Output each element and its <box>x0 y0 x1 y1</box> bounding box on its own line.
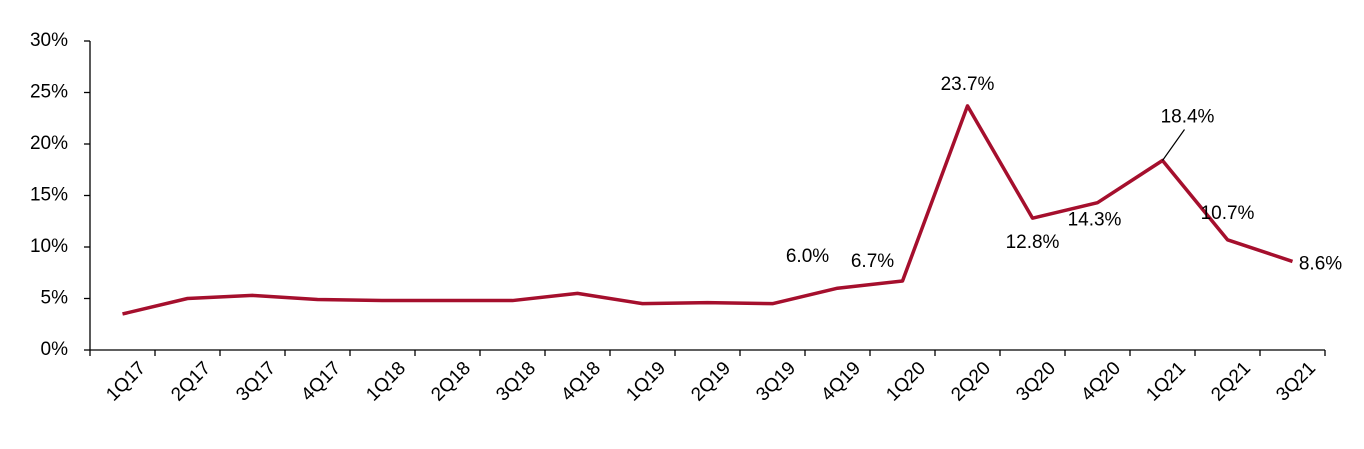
y-tick-label: 30% <box>30 30 68 51</box>
y-tick-label: 5% <box>41 288 69 309</box>
y-tick-label: 20% <box>30 133 68 154</box>
x-tick-label: 1Q21 <box>1142 358 1190 406</box>
y-tick-label: 15% <box>30 185 68 206</box>
x-tick-label: 3Q18 <box>492 358 540 406</box>
x-tick-label: 4Q17 <box>297 358 345 406</box>
x-tick-label: 3Q17 <box>232 358 280 406</box>
x-tick-label: 4Q19 <box>817 358 865 406</box>
data-label: 10.7% <box>1201 203 1255 224</box>
x-tick-label: 3Q21 <box>1272 358 1320 406</box>
series-line <box>122 104 1294 316</box>
leader-line <box>1162 129 1185 161</box>
x-tick-label: 2Q21 <box>1207 358 1255 406</box>
y-tick-label: 10% <box>30 236 68 257</box>
x-tick-label: 2Q19 <box>687 358 735 406</box>
x-tick-label: 2Q20 <box>947 358 995 406</box>
x-tick-label: 2Q18 <box>427 358 475 406</box>
x-tick-label: 3Q20 <box>1012 358 1060 406</box>
x-tick-label: 2Q17 <box>167 358 215 406</box>
data-label: 6.0% <box>786 246 829 267</box>
y-tick-label: 0% <box>41 339 69 360</box>
x-tick-label: 1Q19 <box>622 358 670 406</box>
x-tick-label: 4Q18 <box>557 358 605 406</box>
data-label: 6.7% <box>851 251 894 272</box>
data-label: 14.3% <box>1068 210 1122 231</box>
data-label: 8.6% <box>1299 253 1342 274</box>
data-label: 23.7% <box>941 74 995 95</box>
x-tick-label: 1Q17 <box>102 358 150 406</box>
y-tick-label: 25% <box>30 82 68 103</box>
x-tick-label: 1Q20 <box>882 358 930 406</box>
x-tick-label: 3Q19 <box>752 358 800 406</box>
x-tick-label: 1Q18 <box>362 358 410 406</box>
data-label: 18.4% <box>1161 106 1215 127</box>
x-tick-label: 4Q20 <box>1077 358 1125 406</box>
data-label: 12.8% <box>1006 232 1060 253</box>
